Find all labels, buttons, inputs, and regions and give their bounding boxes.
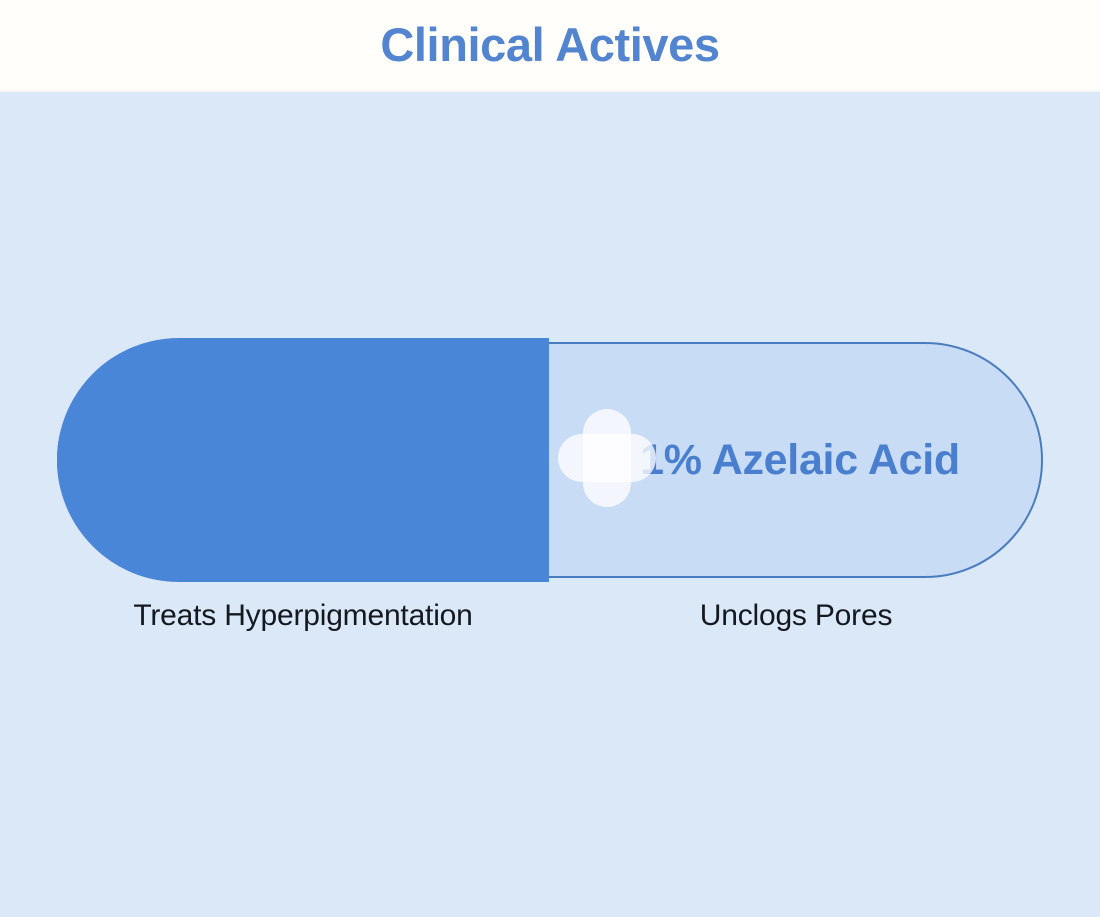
page-title: Clinical Actives [380,17,720,71]
pill-half-tranexamic-acid: 1% Tranexamic Acid [57,342,549,578]
body-area: 1% Tranexamic Acid 1% Azelaic Acid Treat… [0,92,1100,917]
ingredient-pill: 1% Tranexamic Acid 1% Azelaic Acid [57,338,1043,582]
caption-tranexamic-acid: Treats Hyperpigmentation [133,599,473,632]
pill-half-azelaic-acid: 1% Azelaic Acid [549,342,1043,578]
header-band: Clinical Actives [0,0,1100,92]
caption-azelaic-acid: Unclogs Pores [699,599,893,632]
pill-label-azelaic-acid: 1% Azelaic Acid [640,435,960,484]
pill-captions: Treats Hyperpigmentation Unclogs Pores [57,599,1043,645]
pill-label-tranexamic-acid: 1% Tranexamic Acid [146,408,454,511]
pill-body: 1% Tranexamic Acid 1% Azelaic Acid [57,342,1043,578]
